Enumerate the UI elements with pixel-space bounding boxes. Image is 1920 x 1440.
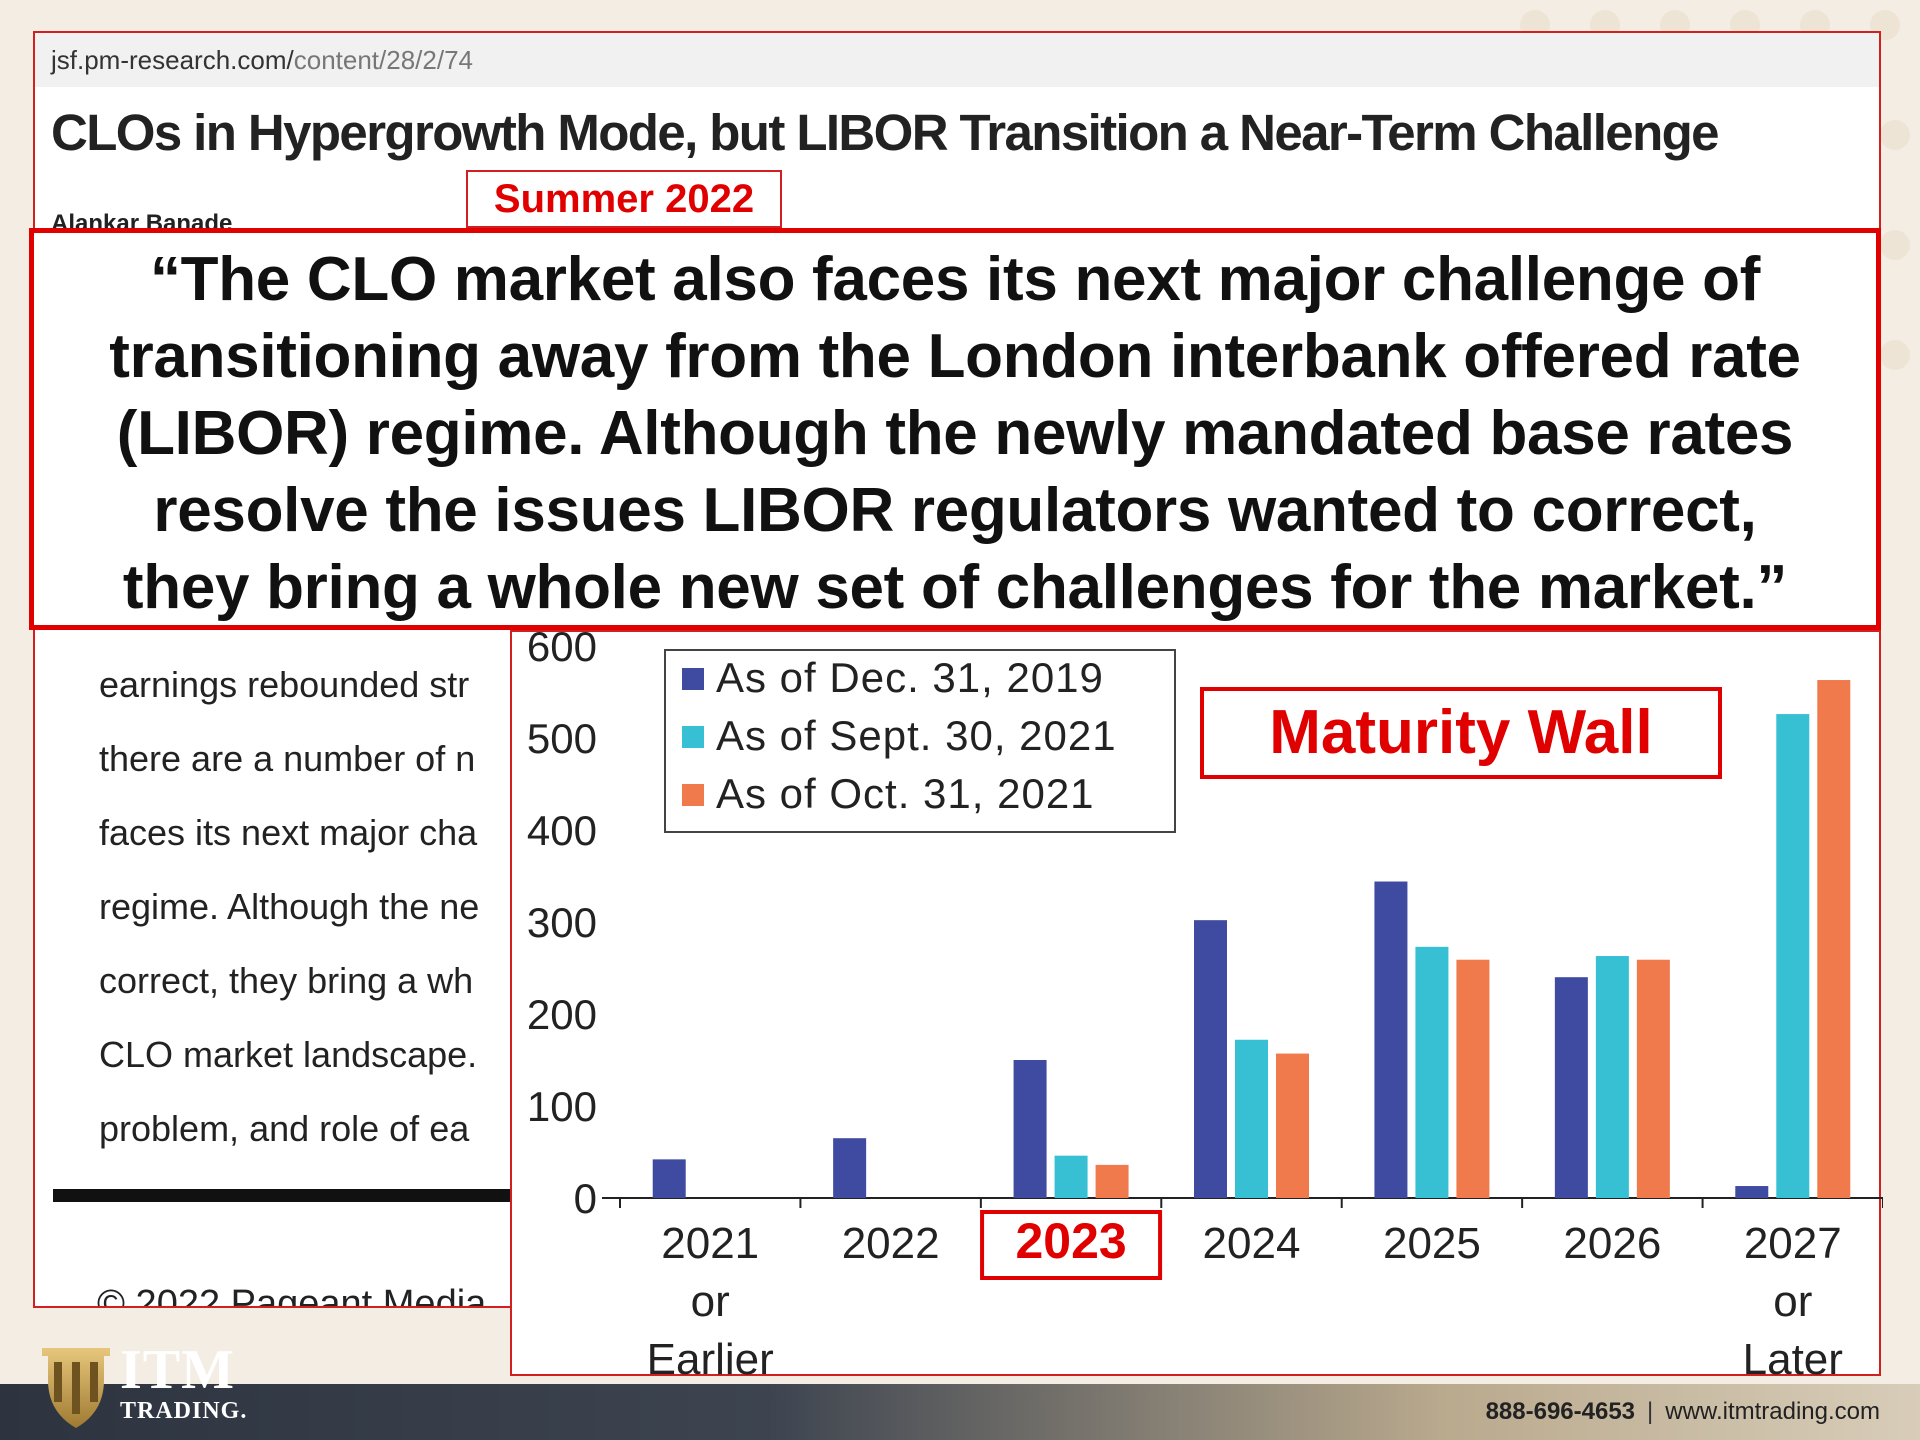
itm-logo-icon [42, 1348, 110, 1428]
bar-as-of-sept-30-2021 [1776, 714, 1810, 1198]
body-line: CLO market landscape. [99, 1034, 478, 1075]
logo-wordmark: ITM TRADING. [120, 1342, 247, 1424]
article-headline: CLOs in Hypergrowth Mode, but LIBOR Tran… [51, 104, 1720, 161]
footer-separator: | [1647, 1398, 1654, 1425]
quote-line: they bring a whole new set of challenges… [122, 553, 1788, 622]
x-tick-label: 2022 [842, 1219, 940, 1268]
y-tick-label: 400 [527, 807, 597, 854]
legend-swatch [682, 726, 704, 748]
x-tick-label: Earlier [647, 1335, 774, 1378]
chart-legend [664, 649, 1176, 833]
bar-as-of-dec-31-2019 [652, 1159, 686, 1198]
bar-as-of-dec-31-2019 [1194, 920, 1227, 1198]
x-tick-label: 2026 [1563, 1219, 1661, 1268]
body-line: faces its next major cha [99, 812, 478, 853]
article-copyright: © 2022 Pageant Media [97, 1283, 487, 1308]
bar-as-of-sept-30-2021 [1235, 1039, 1268, 1198]
highlight-2023-box [980, 1210, 1163, 1280]
y-tick-label: 600 [527, 632, 597, 670]
bar-as-of-dec-31-2019 [1554, 977, 1588, 1198]
body-line: problem, and role of ea [99, 1108, 470, 1149]
bar-as-of-oct-31-2021 [1636, 959, 1670, 1198]
x-tick-label: 2023 [1015, 1213, 1126, 1269]
footer-bar: 888-696-4653 | www.itmtrading.com [0, 1384, 1920, 1440]
maturity-chart: 0 100 200 300 400 500 600 2021 or Earlier 2022 2023… [510, 630, 1883, 1378]
bar-as-of-sept-30-2021 [1595, 956, 1629, 1198]
logo-trading: TRADING. [120, 1398, 248, 1424]
bar-as-of-dec-31-2019 [833, 1138, 867, 1198]
footer-phone[interactable]: 888-696-4653 [1485, 1398, 1636, 1425]
maturity-wall-callout: Maturity Wall [1200, 687, 1722, 779]
bar-as-of-oct-31-2021 [1095, 1164, 1129, 1198]
y-tick-label: 100 [527, 1083, 597, 1130]
url-host: jsf.pm-research.com/ [51, 45, 294, 75]
quote-box: “The CLO market also faces its next majo… [29, 228, 1881, 630]
quote-line: transitioning away from the London inter… [109, 322, 1801, 391]
y-tick-label: 500 [527, 715, 597, 762]
x-tick-label: 2025 [1383, 1219, 1481, 1268]
x-tick-label: 2027 [1744, 1219, 1842, 1268]
legend-label: As of Sept. 30, 2021 [716, 712, 1117, 759]
url-bar[interactable]: jsf.pm-research.com/content/28/2/74 [35, 33, 1879, 87]
x-tick-label: 2021 [661, 1219, 759, 1268]
body-line: correct, they bring a wh [99, 960, 474, 1001]
y-tick-label: 0 [574, 1175, 597, 1222]
y-tick-label: 200 [527, 991, 597, 1038]
x-tick-label: or [691, 1277, 730, 1326]
legend-label: As of Dec. 31, 2019 [716, 654, 1104, 701]
bar-as-of-dec-31-2019 [1374, 881, 1408, 1198]
footer-website[interactable]: www.itmtrading.com [1665, 1398, 1880, 1425]
body-line: regime. Although the ne [99, 886, 480, 927]
legend-label: As of Oct. 31, 2021 [716, 770, 1095, 817]
bar-as-of-sept-30-2021 [1054, 1155, 1088, 1198]
article-body: earnings rebounded str there are a numbe… [99, 648, 619, 1166]
url-path: content/28/2/74 [293, 45, 473, 75]
bar-as-of-sept-30-2021 [1415, 946, 1449, 1198]
y-tick-label: 300 [527, 899, 597, 946]
quote-line: (LIBOR) regime. Although the newly manda… [116, 399, 1794, 468]
body-line: there are a number of n [99, 738, 476, 779]
bar-as-of-dec-31-2019 [1735, 1186, 1769, 1198]
bar-as-of-oct-31-2021 [1817, 680, 1851, 1198]
season-label: Summer 2022 [466, 170, 782, 228]
bar-as-of-dec-31-2019 [1013, 1060, 1047, 1198]
logo-itm: ITM [120, 1339, 235, 1401]
legend-swatch [682, 784, 704, 806]
x-tick-label: or [1773, 1277, 1812, 1326]
body-line: earnings rebounded str [99, 664, 470, 705]
quote-line: resolve the issues LIBOR regulators want… [153, 476, 1757, 545]
x-tick-label: Later [1743, 1335, 1843, 1378]
bar-as-of-oct-31-2021 [1456, 959, 1490, 1198]
quote-line: “The CLO market also faces its next majo… [149, 245, 1761, 314]
article-divider [53, 1189, 533, 1202]
footer-contact: 888-696-4653 | www.itmtrading.com [1486, 1384, 1880, 1440]
chart-svg: 0 100 200 300 400 500 600 2021 or Earlier 2022 2023… [527, 632, 1883, 1378]
legend-swatch [682, 668, 704, 690]
x-tick-label: 2024 [1203, 1219, 1301, 1268]
bar-as-of-oct-31-2021 [1276, 1053, 1309, 1198]
